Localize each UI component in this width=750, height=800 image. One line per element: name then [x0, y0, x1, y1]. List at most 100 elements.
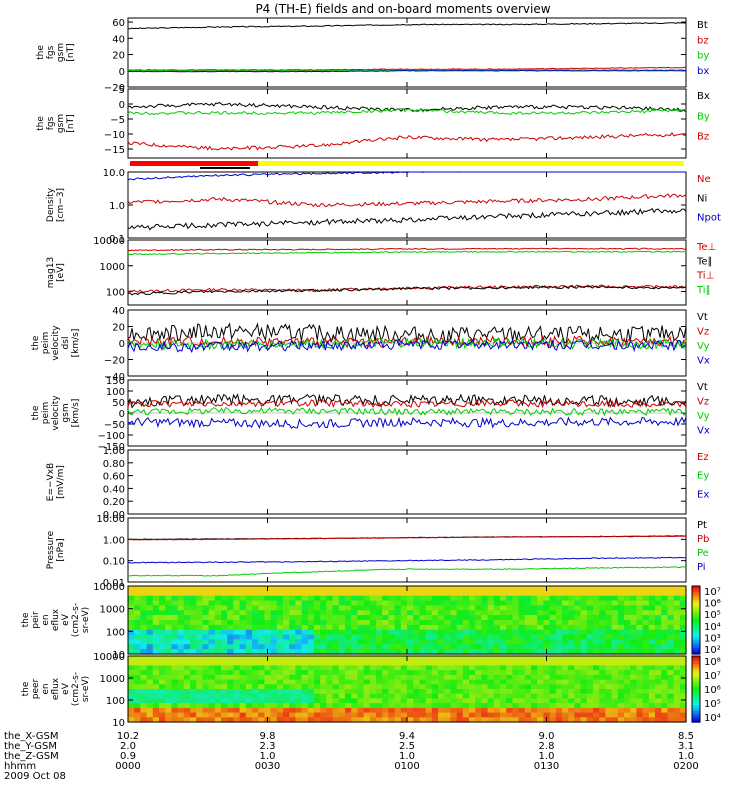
spectrogram-cell — [469, 712, 476, 718]
spectrogram-cell — [214, 717, 222, 723]
spectrogram-cell — [326, 595, 334, 602]
spectrogram-cell — [227, 634, 234, 641]
series-line-fgs_gsm_zoom-1 — [127, 108, 687, 116]
spectrogram-cell — [400, 629, 408, 636]
spectrogram-cell — [400, 634, 408, 641]
spectrogram-cell — [438, 639, 445, 645]
spectrogram-cell — [444, 665, 451, 671]
spectrogram-cell — [128, 600, 135, 607]
spectrogram-cell — [537, 629, 544, 636]
ytick-label: −50 — [104, 420, 125, 431]
spectrogram-cell — [493, 644, 501, 650]
spectrogram-cell — [258, 595, 265, 602]
spectrogram-cell — [487, 605, 495, 611]
spectrogram-cell — [431, 600, 439, 607]
spectrogram-cell — [134, 605, 141, 611]
spectrogram-cell — [400, 639, 408, 645]
spectrogram-cell — [562, 679, 569, 685]
orbit-value: 1.0 — [399, 751, 415, 762]
spectrogram-cell — [431, 620, 439, 626]
spectrogram-cell — [307, 660, 315, 666]
spectrogram-cell — [506, 674, 513, 681]
spectrogram-cell — [413, 610, 420, 616]
spectrogram-cell — [506, 634, 513, 641]
spectrogram-cell — [661, 629, 668, 636]
spectrogram-cell — [140, 595, 148, 602]
spectrogram-cell — [276, 629, 284, 636]
spectrogram-cell — [202, 656, 210, 662]
spectrogram-cell — [400, 670, 408, 676]
spectrogram-cell — [487, 649, 495, 655]
spectrogram-cell — [221, 679, 228, 685]
spectrogram-cell — [351, 590, 358, 597]
spectrogram-cell — [301, 590, 309, 597]
spectrogram-cell — [574, 590, 582, 597]
spectrogram-cell — [580, 665, 588, 671]
spectrogram-cell — [425, 586, 433, 592]
spectrogram-cell — [171, 693, 179, 699]
spectrogram-cell — [146, 674, 154, 681]
spectrogram-cell — [648, 586, 656, 592]
spectrogram-cell — [555, 605, 563, 611]
spectrogram-cell — [376, 712, 383, 718]
spectrogram-cell — [159, 660, 166, 666]
spectrogram-cell — [159, 703, 166, 709]
spectrogram-cell — [636, 639, 644, 645]
spectrogram-cell — [400, 707, 408, 714]
spectrogram-cell — [165, 689, 172, 695]
spectrogram-cell — [431, 665, 439, 671]
spectrogram-cell — [586, 629, 594, 636]
spectrogram-cell — [363, 620, 371, 626]
spectrogram-cell — [351, 624, 358, 631]
spectrogram-cell — [580, 712, 588, 718]
spectrogram-cell — [283, 620, 290, 626]
spectrogram-cell — [593, 639, 600, 645]
spectrogram-cell — [214, 644, 222, 650]
spectrogram-cell — [177, 610, 185, 616]
spectrogram-cell — [438, 670, 445, 676]
spectrogram-cell — [568, 629, 575, 636]
spectrogram-cell — [214, 707, 222, 714]
spectrogram-cell — [295, 605, 303, 611]
spectrogram-cell — [574, 717, 582, 723]
spectrogram-cell — [407, 629, 414, 636]
spectrogram-cell — [152, 660, 160, 666]
spectrogram-cell — [376, 624, 383, 631]
spectrogram-cell — [549, 717, 557, 723]
spectrogram-cell — [413, 600, 420, 607]
spectrogram-cell — [568, 684, 575, 690]
spectrogram-cell — [233, 600, 241, 607]
spectrogram-cell — [630, 707, 637, 714]
spectrogram-cell — [264, 610, 272, 616]
spectrogram-cell — [134, 624, 141, 631]
spectrogram-cell — [307, 693, 315, 699]
spectrogram-cell — [301, 689, 309, 695]
spectrogram-cell — [283, 707, 290, 714]
spectrogram-cell — [295, 639, 303, 645]
spectrogram-cell — [128, 689, 135, 695]
spectrogram-cell — [345, 615, 352, 621]
spectrogram-cell — [171, 634, 179, 641]
spectrogram-cell — [252, 649, 259, 655]
spectrogram-cell — [655, 712, 662, 718]
spectrogram-cell — [617, 605, 625, 611]
spectrogram-cell — [208, 707, 216, 714]
spectrogram-cell — [593, 605, 600, 611]
ytick-label: 5 — [119, 85, 125, 96]
spectrogram-cell — [177, 707, 185, 714]
spectrogram-cell — [655, 674, 662, 681]
spectrogram-cell — [400, 610, 408, 616]
spectrogram-cell — [245, 605, 253, 611]
spectrogram-cell — [369, 615, 377, 621]
spectrogram-cell — [555, 674, 563, 681]
spectrogram-cell — [264, 670, 272, 676]
spectrogram-cell — [673, 615, 681, 621]
spectrogram-cell — [549, 590, 557, 597]
spectrogram-cell — [276, 615, 284, 621]
spectrogram-cell — [289, 590, 296, 597]
spectrogram-cell — [537, 717, 544, 723]
spectrogram-cell — [537, 610, 544, 616]
spectrogram-cell — [314, 600, 321, 607]
spectrogram-cell — [450, 634, 458, 641]
spectrogram-cell — [128, 644, 135, 650]
